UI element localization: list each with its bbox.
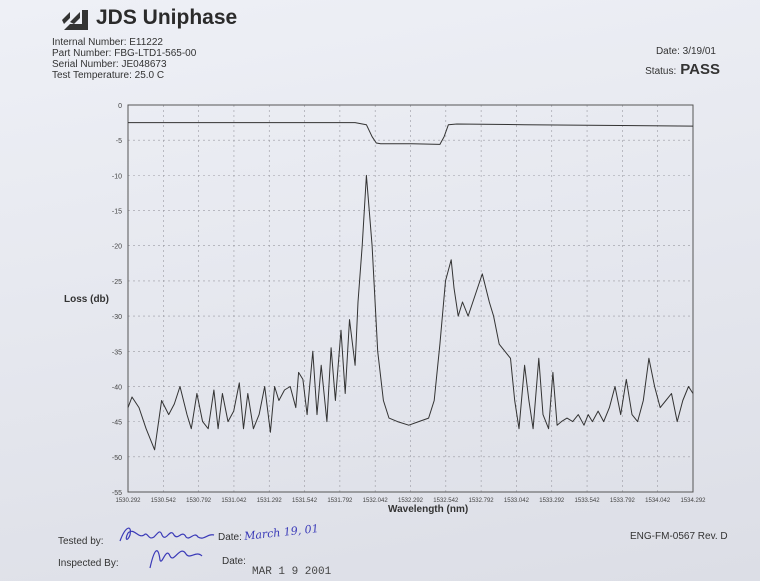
series-line-2: [127, 174, 694, 451]
test-temperature: Test Temperature: 25.0 C: [52, 70, 165, 81]
x-tick-label: 1531.292: [257, 498, 283, 504]
y-tick-label: -50: [112, 455, 122, 462]
series-group: [127, 122, 694, 451]
x-tick-label: 1532.292: [398, 498, 424, 504]
date-label-2: Date:: [222, 556, 246, 567]
y-tick-label: -10: [112, 173, 122, 180]
x-tick-label: 1531.042: [221, 498, 247, 504]
y-tick-label: -20: [112, 244, 122, 251]
date-stamp: MAR 1 9 2001: [252, 566, 332, 578]
x-tick-label: 1532.542: [433, 498, 459, 504]
x-tick-label: 1532.042: [363, 498, 389, 504]
series-line-1: [128, 122, 694, 145]
x-tick-label: 1532.792: [469, 498, 495, 504]
company-name: JDS Uniphase: [96, 6, 238, 29]
y-tick-label: -25: [112, 279, 122, 286]
part-info-block: Internal Number: E11222 Part Number: FBG…: [52, 37, 196, 81]
x-tick-label: 1533.292: [539, 498, 565, 504]
x-tick-label: 1531.542: [292, 498, 318, 504]
inspected-by-label: Inspected By:: [58, 558, 119, 569]
x-tick-label: 1534.042: [645, 498, 671, 504]
part-number: Part Number: FBG-LTD1-565-00: [52, 48, 197, 59]
status-line: Status: PASS: [645, 61, 720, 78]
x-tick-label: 1533.792: [610, 498, 636, 504]
y-tick-label: -30: [112, 314, 122, 321]
y-tick-label: 0: [118, 103, 122, 110]
serial-number: Serial Number: JE048673: [52, 59, 167, 70]
form-number: ENG-FM-0567 Rev. D: [630, 531, 728, 542]
x-tick-label: 1530.542: [151, 498, 177, 504]
y-axis-label: Loss (db): [64, 294, 109, 305]
plot-frame: [127, 104, 694, 493]
jds-logo-icon: [62, 10, 88, 30]
y-tick-label: -35: [112, 349, 122, 356]
x-tick-label: 1533.042: [504, 498, 530, 504]
x-tick-label: 1533.542: [575, 498, 601, 504]
y-tick-labels: 0 -5 -10 -15 -20 -25 -30 -35 -40 -45 -50 -55: [112, 103, 122, 497]
status-label: Status:: [645, 66, 677, 77]
x-tick-label: 1530.792: [186, 498, 212, 504]
x-tick-label: 1534.292: [680, 498, 706, 504]
report-date: Date: 3/19/01: [655, 46, 716, 57]
y-tick-label: -55: [112, 490, 122, 497]
x-tick-label: 1531.792: [327, 498, 353, 504]
y-tick-label: -40: [112, 384, 122, 391]
date-label-1: Date:: [218, 532, 242, 543]
tested-by-label: Tested by:: [58, 536, 104, 547]
chart-grid: [127, 104, 694, 493]
y-tick-label: -5: [116, 138, 122, 145]
x-axis-label: Wavelength (nm): [388, 504, 468, 515]
x-tick-labels: 1530.292 1530.542 1530.792 1531.042 1531.292…: [115, 498, 706, 504]
y-tick-label: -15: [112, 209, 122, 216]
tested-by-signature: [118, 521, 216, 552]
status-value: PASS: [680, 61, 720, 78]
inspected-by-signature: [140, 540, 220, 575]
x-tick-label: 1530.292: [115, 498, 141, 504]
y-tick-label: -45: [112, 420, 122, 427]
internal-number: Internal Number: E11222: [52, 37, 163, 48]
